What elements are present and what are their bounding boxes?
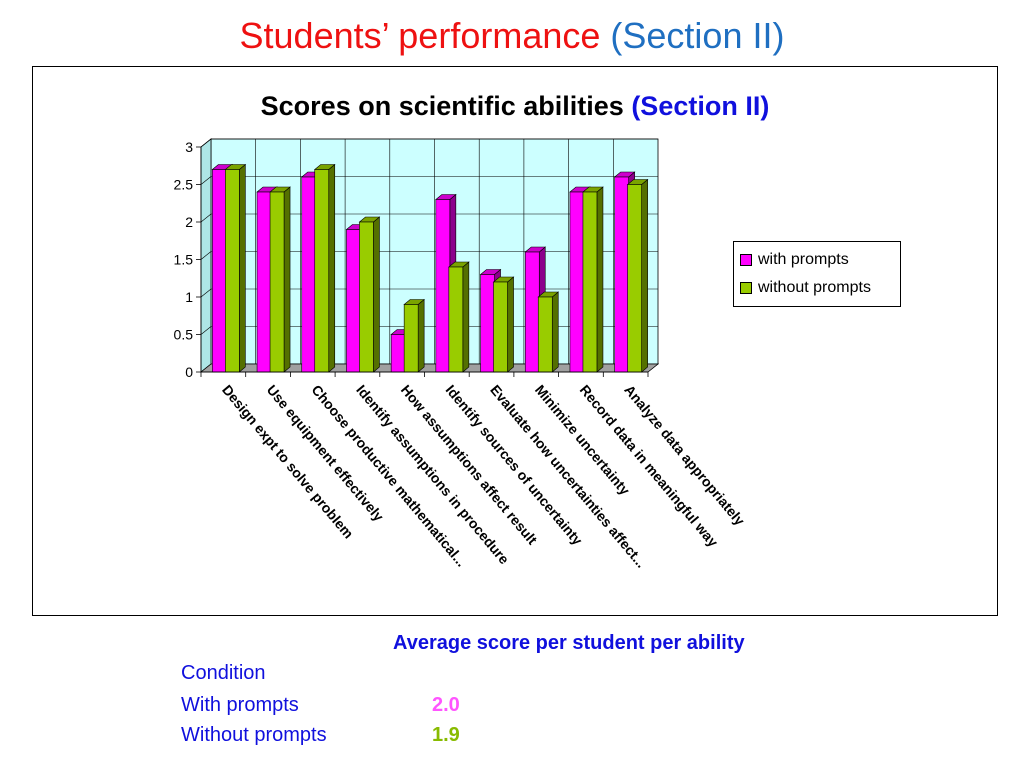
bar-side [551,291,559,373]
bar-side [417,298,425,373]
bar-side [328,163,336,373]
bar-side [641,178,648,373]
bar [301,176,317,373]
y-tick-label: 1 [185,289,193,305]
bar-side [596,186,604,373]
grid-diag-line [200,251,212,260]
bar [212,169,227,373]
bar [390,334,406,373]
slide-title-section: (Section II) [610,15,785,56]
bar [435,199,451,373]
slide-title: Students’ performance (Section II) [0,14,1024,58]
legend-swatch-with-prompts [740,254,752,266]
bar-side [373,216,380,373]
summary-with-prompts-value: 2.0 [432,694,460,716]
chart-legend: with prompts without prompts [733,241,901,307]
bar [269,191,285,373]
bar-side [507,276,514,373]
chart-title: Scores on scientific abilities (Section … [33,89,997,123]
grid-diag-line [200,288,212,298]
bar [493,281,508,373]
grid-diag-line [200,213,212,223]
y-tick-label: 2 [185,214,193,230]
bar [225,169,240,373]
chart-title-main: Scores on scientific abilities [260,91,624,121]
bar [582,191,598,373]
bar [537,296,553,373]
legend-swatch-without-prompts [740,282,752,294]
legend-label-without-prompts: without prompts [758,279,871,296]
bar [524,251,540,373]
summary-without-prompts-label: Without prompts [181,724,327,746]
grid-diag-line [200,326,212,335]
legend-item-with-prompts: with prompts [740,246,894,274]
grid-diag-line [200,176,212,185]
legend-item-without-prompts: without prompts [740,274,894,302]
summary-heading: Average score per student per ability [393,632,745,654]
bar-side [283,186,291,373]
chart-title-section: (Section II) [631,91,770,121]
bar [627,184,642,373]
bar [314,169,330,373]
slide-title-main: Students’ performance [239,15,601,56]
bar [614,176,629,373]
y-tick-label: 2.5 [174,177,194,193]
bar [403,304,419,373]
y-tick-label: 0 [185,364,193,380]
bar [569,191,585,373]
grid-diag-line [200,138,212,148]
summary-without-prompts-value: 1.9 [432,724,460,746]
y-tick-label: 0.5 [174,327,194,343]
summary-condition-label: Condition [181,662,266,684]
chart-container: Scores on scientific abilities (Section … [32,66,998,616]
legend-label-with-prompts: with prompts [758,251,849,268]
bar [480,274,495,373]
summary-with-prompts-label: With prompts [181,694,299,716]
bar-side [462,261,470,373]
y-tick-label: 3 [185,139,193,155]
bar [448,266,464,373]
bar [256,191,272,373]
bar [346,229,361,373]
bar-side [239,163,246,373]
y-tick-label: 1.5 [174,252,194,268]
bar [359,221,374,373]
